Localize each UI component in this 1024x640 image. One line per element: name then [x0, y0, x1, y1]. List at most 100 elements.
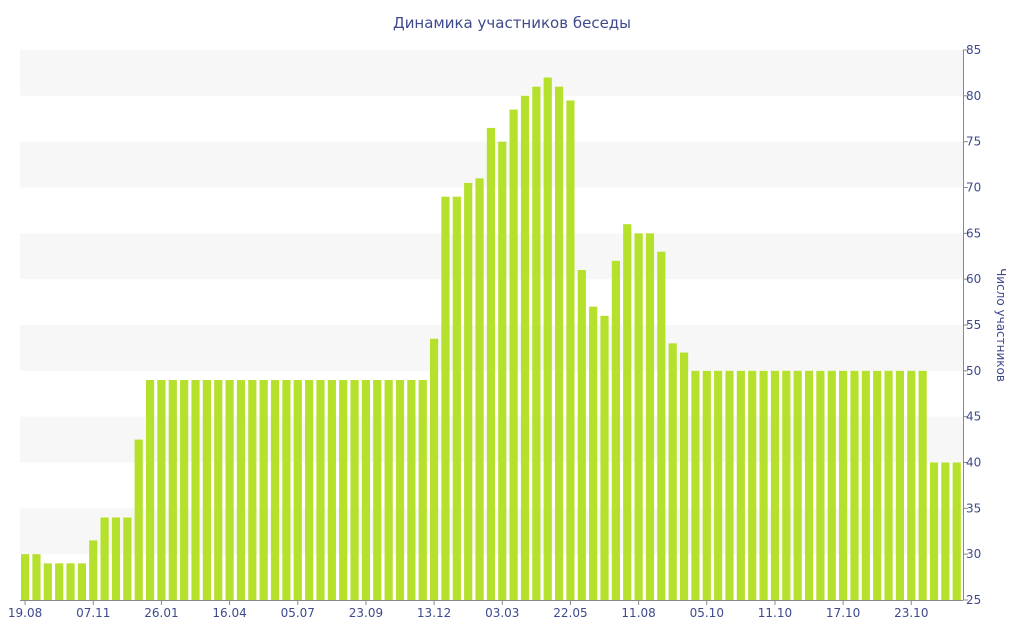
- chart-title: Динамика участников беседы: [393, 14, 631, 32]
- bar: [895, 370, 905, 600]
- bar: [66, 563, 75, 600]
- bar: [214, 380, 223, 600]
- bar: [884, 370, 893, 600]
- bar: [589, 306, 598, 600]
- x-tick-label: 17.10: [826, 606, 860, 620]
- bar: [475, 178, 484, 600]
- bar: [339, 380, 348, 600]
- bar: [804, 370, 814, 600]
- bar: [782, 370, 791, 600]
- x-tick-label: 23.10: [894, 606, 928, 620]
- y-tick-label: 55: [966, 318, 981, 332]
- bar: [873, 370, 882, 600]
- bar: [77, 563, 86, 600]
- bar: [839, 370, 848, 600]
- bar: [418, 380, 427, 600]
- bar: [634, 233, 643, 600]
- bar: [316, 380, 325, 600]
- bar: [111, 517, 121, 600]
- bar: [430, 338, 439, 600]
- bar: [952, 462, 961, 600]
- bar: [657, 251, 666, 601]
- x-tick-label: 03.03: [485, 606, 519, 620]
- bar: [702, 370, 711, 600]
- y-tick-label: 65: [966, 226, 981, 240]
- x-tick-label: 19.08: [8, 606, 42, 620]
- bar: [350, 380, 359, 600]
- bar: [259, 380, 268, 600]
- bar: [191, 380, 200, 600]
- bar: [43, 563, 52, 600]
- bar: [509, 109, 518, 600]
- bar: [691, 370, 700, 600]
- bar: [907, 370, 916, 600]
- bar: [600, 315, 609, 600]
- bar: [645, 233, 655, 600]
- bar: [816, 370, 825, 600]
- x-tick-label: 23.09: [349, 606, 383, 620]
- bar: [861, 370, 870, 600]
- bar: [498, 141, 507, 601]
- bar: [918, 370, 927, 600]
- bar: [293, 380, 302, 600]
- bar-series: [21, 77, 961, 601]
- bar: [543, 77, 552, 600]
- bar: [180, 380, 189, 600]
- bar: [679, 352, 689, 600]
- bar: [361, 380, 371, 600]
- y-tick-label: 25: [966, 593, 981, 607]
- bar: [486, 127, 495, 601]
- bar: [55, 563, 64, 600]
- bar: [532, 86, 541, 601]
- bar: [32, 554, 41, 600]
- bar: [384, 380, 393, 600]
- bar: [566, 100, 575, 601]
- bar: [327, 380, 336, 600]
- bar: [929, 462, 939, 600]
- bar: [395, 380, 405, 600]
- bar: [225, 380, 234, 600]
- bar: [668, 343, 677, 600]
- bar: [725, 370, 734, 600]
- bar: [452, 196, 461, 601]
- x-tick-label: 26.01: [144, 606, 178, 620]
- bar: [464, 182, 473, 601]
- y-axis-label: Число участников: [994, 268, 1008, 382]
- bar: [736, 370, 745, 600]
- bar: [100, 517, 109, 600]
- bar: [827, 370, 836, 600]
- bar: [554, 86, 564, 601]
- bar: [248, 380, 257, 600]
- bar: [373, 380, 382, 600]
- bar: [202, 380, 211, 600]
- y-tick-label: 85: [966, 43, 981, 57]
- bar: [520, 95, 530, 600]
- x-tick-label: 05.10: [690, 606, 724, 620]
- x-tick-label: 11.08: [621, 606, 655, 620]
- y-tick-label: 30: [966, 547, 981, 561]
- grid-band: [20, 50, 963, 96]
- x-tick-label: 11.10: [758, 606, 792, 620]
- bar: [282, 380, 291, 600]
- bar: [270, 380, 280, 600]
- bar: [305, 380, 314, 600]
- bar: [941, 462, 950, 600]
- bar: [611, 260, 620, 600]
- bar: [236, 380, 246, 600]
- x-axis-ticks: 19.08 07.11 26.01 16.04 05.07 23.09 13.12 03.03…: [8, 600, 928, 620]
- y-tick-label: 75: [966, 135, 981, 149]
- bar: [850, 370, 859, 600]
- y-tick-label: 45: [966, 410, 981, 424]
- y-tick-label: 60: [966, 272, 981, 286]
- bar: [714, 370, 723, 600]
- y-tick-label: 35: [966, 501, 981, 515]
- y-tick-label: 50: [966, 364, 981, 378]
- y-tick-label: 40: [966, 456, 981, 470]
- x-tick-label: 13.12: [417, 606, 451, 620]
- bar: [748, 370, 757, 600]
- bar: [441, 196, 450, 601]
- bar: [770, 370, 780, 600]
- y-tick-label: 80: [966, 89, 981, 103]
- y-axis-ticks: 25 30 35 40 45 50 55 60 65 70 75 80 85: [963, 43, 981, 607]
